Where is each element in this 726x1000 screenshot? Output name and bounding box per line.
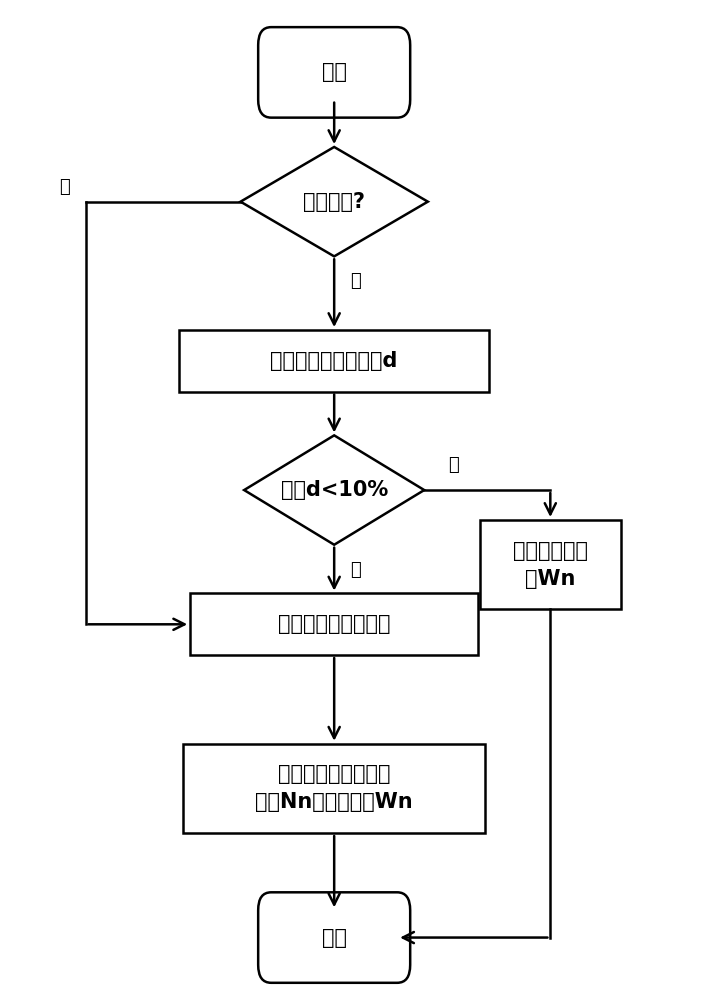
Polygon shape [244, 435, 424, 545]
Bar [190, 593, 478, 655]
Text: 收敛的抽头系
数Wn: 收敛的抽头系 数Wn [513, 541, 588, 589]
FancyBboxPatch shape [258, 892, 410, 983]
Text: 首次通信?: 首次通信? [303, 192, 365, 212]
Text: 结束: 结束 [322, 928, 347, 948]
Text: 采用中心抽头初始化: 采用中心抽头初始化 [278, 614, 391, 634]
Bar [183, 744, 486, 833]
Text: 记录收敛后的接收信
号值Nn和抽头系数Wn: 记录收敛后的接收信 号值Nn和抽头系数Wn [256, 764, 413, 812]
Text: 判断d<10%: 判断d<10% [280, 480, 388, 500]
Bar [480, 520, 621, 609]
Text: 计算接收信号差值比d: 计算接收信号差值比d [271, 351, 398, 371]
Text: 是: 是 [59, 178, 70, 196]
Bar [179, 330, 489, 392]
Text: 否: 否 [351, 272, 361, 290]
FancyBboxPatch shape [258, 27, 410, 118]
Text: 是: 是 [448, 456, 458, 474]
Text: 开始: 开始 [322, 62, 347, 82]
Text: 否: 否 [351, 561, 361, 579]
Polygon shape [240, 147, 428, 256]
